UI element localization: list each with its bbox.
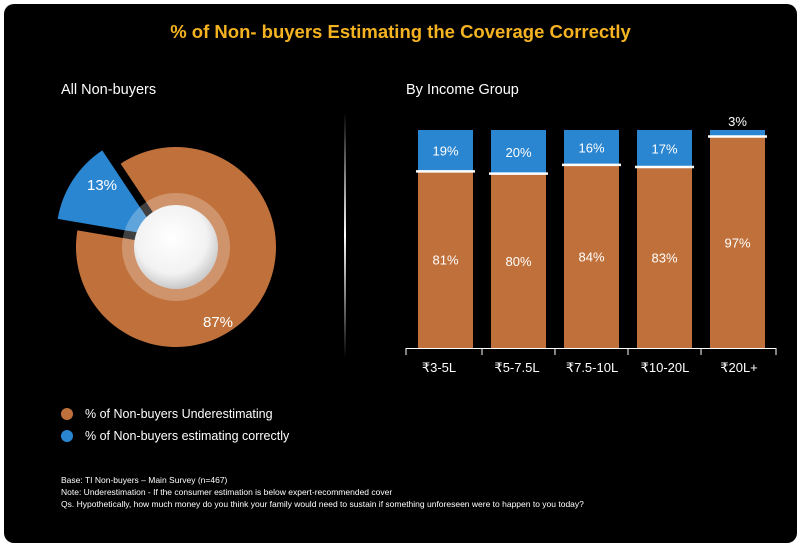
bar-label-correct: 19% bbox=[432, 144, 458, 159]
chart-title: % of Non- buyers Estimating the Coverage… bbox=[170, 21, 631, 42]
legend-label-underestimating: % of Non-buyers Underestimating bbox=[85, 407, 273, 421]
legend-dot-underestimating bbox=[61, 408, 73, 420]
legend-dot-correct bbox=[61, 430, 73, 442]
legend-item-correct: % of Non-buyers estimating correctly bbox=[61, 429, 289, 443]
bar-segment-correct bbox=[564, 130, 619, 165]
bar-segment-underestimating bbox=[418, 171, 473, 348]
pie-chart: 13% 87% bbox=[57, 147, 276, 347]
bar-label-correct: 17% bbox=[651, 142, 677, 157]
x-tick-label: ₹5-7.5L bbox=[494, 360, 539, 375]
legend-label-correct: % of Non-buyers estimating correctly bbox=[85, 429, 290, 443]
bar-label-correct: 20% bbox=[505, 145, 531, 160]
underestimation-note: Note: Underestimation - If the consumer … bbox=[61, 487, 393, 497]
pie-subtitle: All Non-buyers bbox=[61, 82, 157, 98]
bar-label-underestimating: 81% bbox=[432, 253, 458, 268]
bar-label-underestimating: 80% bbox=[505, 254, 531, 269]
bar-label-underestimating: 83% bbox=[651, 251, 677, 266]
bar-subtitle: By Income Group bbox=[406, 82, 519, 98]
bar-segment-underestimating bbox=[491, 173, 546, 348]
question-note: Qs. Hypothetically, how much money do yo… bbox=[61, 499, 584, 509]
bar-segment-correct bbox=[418, 130, 473, 172]
x-tick-label: ₹10-20L bbox=[641, 360, 690, 375]
x-tick-label: ₹7.5-10L bbox=[566, 360, 618, 375]
x-tick-label: ₹20L+ bbox=[720, 360, 758, 375]
pie-slice-correct bbox=[57, 150, 160, 237]
bar-segment-correct bbox=[491, 130, 546, 174]
bar-label-correct: 16% bbox=[578, 140, 604, 155]
bar-chart: 81% 19% ₹3-5L 80% 20% ₹5-7.5L 84% 16% ₹7.5-10L 83… bbox=[405, 114, 777, 375]
bar-segment-underestimating bbox=[710, 136, 765, 348]
bar-label-underestimating: 84% bbox=[578, 249, 604, 264]
donut-hole bbox=[134, 205, 218, 289]
chart-frame: % of Non- buyers Estimating the Coverage… bbox=[4, 4, 797, 543]
bar-segment-underestimating bbox=[564, 164, 619, 348]
footnotes: Base: TI Non-buyers – Main Survey (n=467… bbox=[61, 474, 584, 510]
pie-label-correct: 13% bbox=[87, 177, 117, 194]
bar-segment-correct bbox=[710, 130, 765, 137]
legend-item-underestimating: % of Non-buyers Underestimating bbox=[61, 407, 273, 421]
base-note: Base: TI Non-buyers – Main Survey (n=467… bbox=[61, 475, 228, 485]
bar-label-correct: 3% bbox=[728, 114, 747, 129]
bar-segment-correct bbox=[637, 130, 692, 168]
bar-segment-underestimating bbox=[637, 167, 692, 348]
pie-slice-underestimating bbox=[75, 147, 276, 347]
x-tick-label: ₹3-5L bbox=[422, 360, 456, 375]
bar-label-underestimating: 97% bbox=[724, 235, 750, 250]
divider-line bbox=[344, 112, 346, 358]
pie-label-underestimating: 87% bbox=[203, 314, 233, 331]
